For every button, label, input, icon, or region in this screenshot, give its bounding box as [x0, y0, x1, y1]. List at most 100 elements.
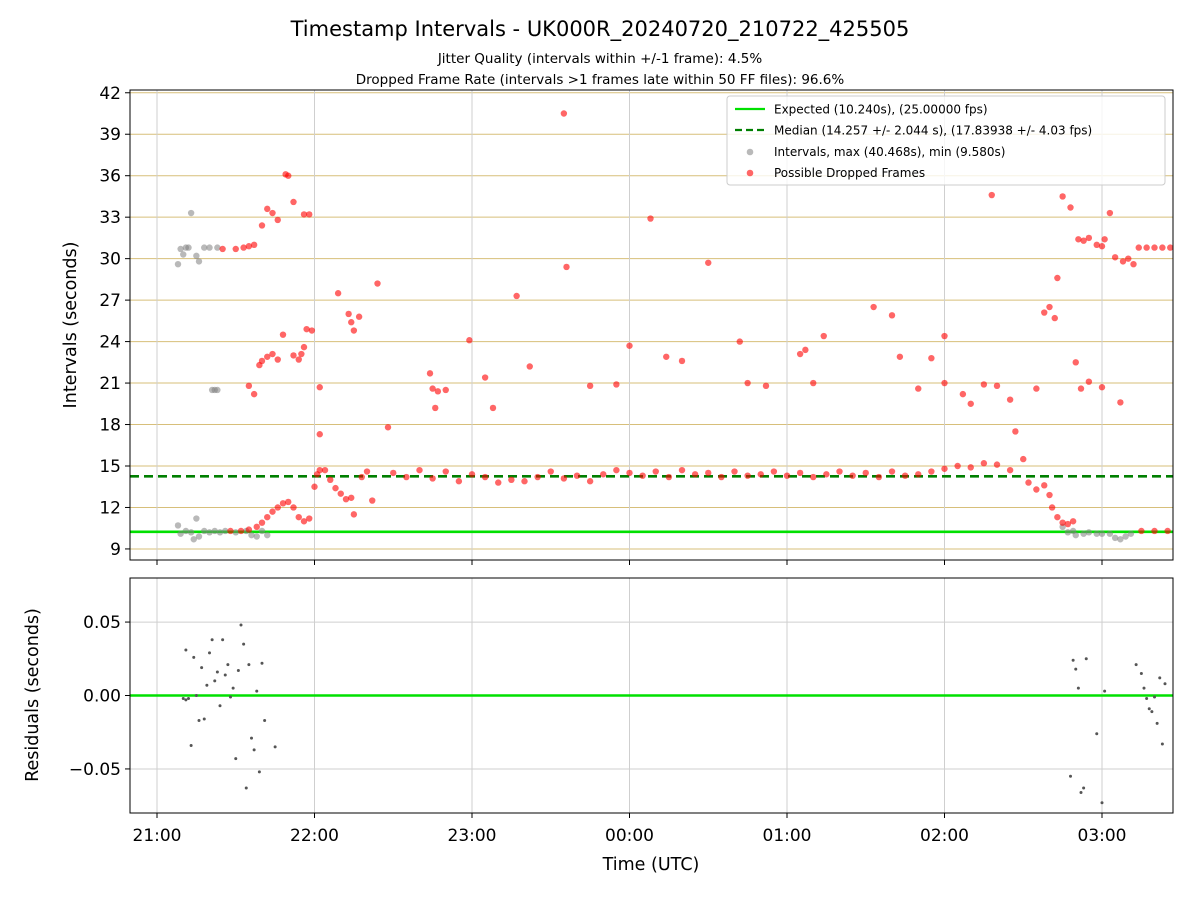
interval-point — [174, 522, 182, 529]
y-tick-label: 36 — [99, 167, 121, 187]
dropped-frame-point — [663, 353, 670, 360]
dropped-frame-point — [959, 390, 967, 398]
residual-point — [189, 743, 193, 747]
residual-point — [252, 748, 256, 752]
dropped-frame-point — [736, 338, 743, 345]
dropped-frame-point — [744, 379, 751, 387]
dropped-frame-point — [1041, 482, 1048, 489]
dropped-frame-point — [426, 370, 434, 377]
interval-point — [201, 244, 208, 251]
dropped-frame-point — [442, 468, 449, 475]
dropped-frame-point — [1069, 518, 1077, 525]
dropped-frame-point — [1098, 243, 1106, 250]
dropped-frame-point — [403, 473, 410, 481]
residuals-y-ticks: −0.05 0.00 0.05 — [69, 613, 130, 780]
y-tick-label: 18 — [99, 416, 121, 436]
interval-point — [1117, 536, 1124, 543]
residuals-y-axis-label: Residuals (seconds) — [23, 608, 43, 782]
dropped-frame-point — [600, 471, 607, 478]
dropped-frame-point — [363, 468, 371, 475]
dropped-frame-point — [1067, 204, 1074, 211]
dropped-frame-point — [888, 468, 896, 475]
residual-point — [1150, 710, 1154, 714]
dropped-frame-point — [896, 353, 904, 360]
dropped-frame-point — [678, 466, 686, 474]
intervals-axes-frame — [129, 89, 1174, 561]
dropped-frame-point — [327, 476, 334, 484]
dropped-frame-point — [652, 468, 659, 475]
dropped-frame-point — [521, 478, 528, 485]
dropped-frame-point — [783, 472, 791, 479]
dropped-frame-point — [626, 469, 633, 477]
dropped-frame-point — [416, 466, 423, 474]
residual-point — [257, 770, 261, 774]
dropped-frame-point — [928, 354, 935, 362]
interval-point — [195, 258, 203, 265]
interval-point — [211, 527, 218, 535]
dropped-frame-point — [1167, 244, 1174, 251]
x-tick-label: 22:00 — [290, 826, 339, 846]
dropped-frame-point — [1098, 384, 1106, 391]
residual-point — [1147, 707, 1151, 711]
dropped-frame-point — [888, 312, 896, 319]
legend-box — [726, 95, 1166, 186]
dropped-frame-point — [823, 471, 830, 478]
dropped-frame-point — [1085, 234, 1093, 242]
dropped-frame-point — [1033, 486, 1040, 493]
dropped-frame-point — [1025, 479, 1032, 486]
dropped-frame-point — [350, 511, 358, 518]
dropped-frame-point — [993, 461, 1001, 468]
dropped-frame-point — [1048, 504, 1056, 511]
dropped-frame-point — [1159, 244, 1166, 251]
residual-point — [226, 663, 230, 667]
x-tick-label: 03:00 — [1078, 826, 1127, 846]
residual-point — [1082, 786, 1086, 790]
dropped-frame-point — [1046, 303, 1053, 311]
dropped-frame-point — [1085, 378, 1093, 385]
dropped-frame-point — [967, 464, 974, 471]
dropped-frame-point — [1041, 309, 1048, 316]
dropped-frame-point — [332, 484, 339, 492]
residuals-points — [181, 623, 1167, 805]
dropped-frame-point — [513, 292, 520, 300]
dropped-frame-point — [796, 469, 804, 477]
interval-point — [195, 533, 203, 540]
dropped-frame-point — [306, 515, 313, 522]
residual-point — [1100, 801, 1104, 805]
x-tick-label: 01:00 — [763, 826, 812, 846]
dropped-frame-point — [1151, 244, 1158, 251]
dropped-frame-point — [941, 332, 948, 340]
dropped-frame-point — [355, 313, 363, 320]
dropped-frame-point — [915, 471, 922, 478]
residual-point — [236, 669, 240, 673]
interval-point — [216, 529, 224, 536]
interval-point — [190, 536, 197, 543]
residual-point — [1139, 671, 1143, 675]
intervals-points — [174, 110, 1174, 543]
dropped-frame-point — [429, 385, 436, 392]
interval-point — [1072, 531, 1079, 539]
dropped-frame-point — [334, 290, 342, 297]
chart-subtitle-dropped: Dropped Frame Rate (intervals >1 frames … — [356, 72, 845, 88]
dropped-frame-point — [1020, 455, 1027, 463]
interval-point — [253, 533, 260, 540]
residual-point — [187, 696, 190, 700]
interval-point — [1093, 530, 1100, 537]
interval-point — [187, 529, 195, 536]
residual-point — [1103, 689, 1107, 693]
residual-point — [192, 655, 196, 659]
dropped-frame-point — [770, 468, 778, 475]
chart-subtitle-jitter: Jitter Quality (intervals within +/-1 fr… — [437, 51, 763, 67]
interval-point — [1111, 534, 1119, 542]
residual-point — [1158, 676, 1162, 680]
residuals-x-ticks: 21:00 22:00 23:00 00:00 01:00 02:00 03:00 — [133, 813, 1127, 846]
dropped-frame-point — [691, 471, 699, 478]
dropped-frame-point — [626, 342, 633, 349]
residual-point — [247, 663, 251, 667]
interval-point — [177, 245, 184, 253]
intervals-legend: Expected (10.240s), (25.00000 fps) Media… — [726, 95, 1166, 186]
dropped-frame-point — [1054, 274, 1061, 282]
residual-point — [208, 651, 211, 655]
dropped-frame-point — [586, 478, 594, 485]
dropped-frame-point — [466, 337, 473, 344]
